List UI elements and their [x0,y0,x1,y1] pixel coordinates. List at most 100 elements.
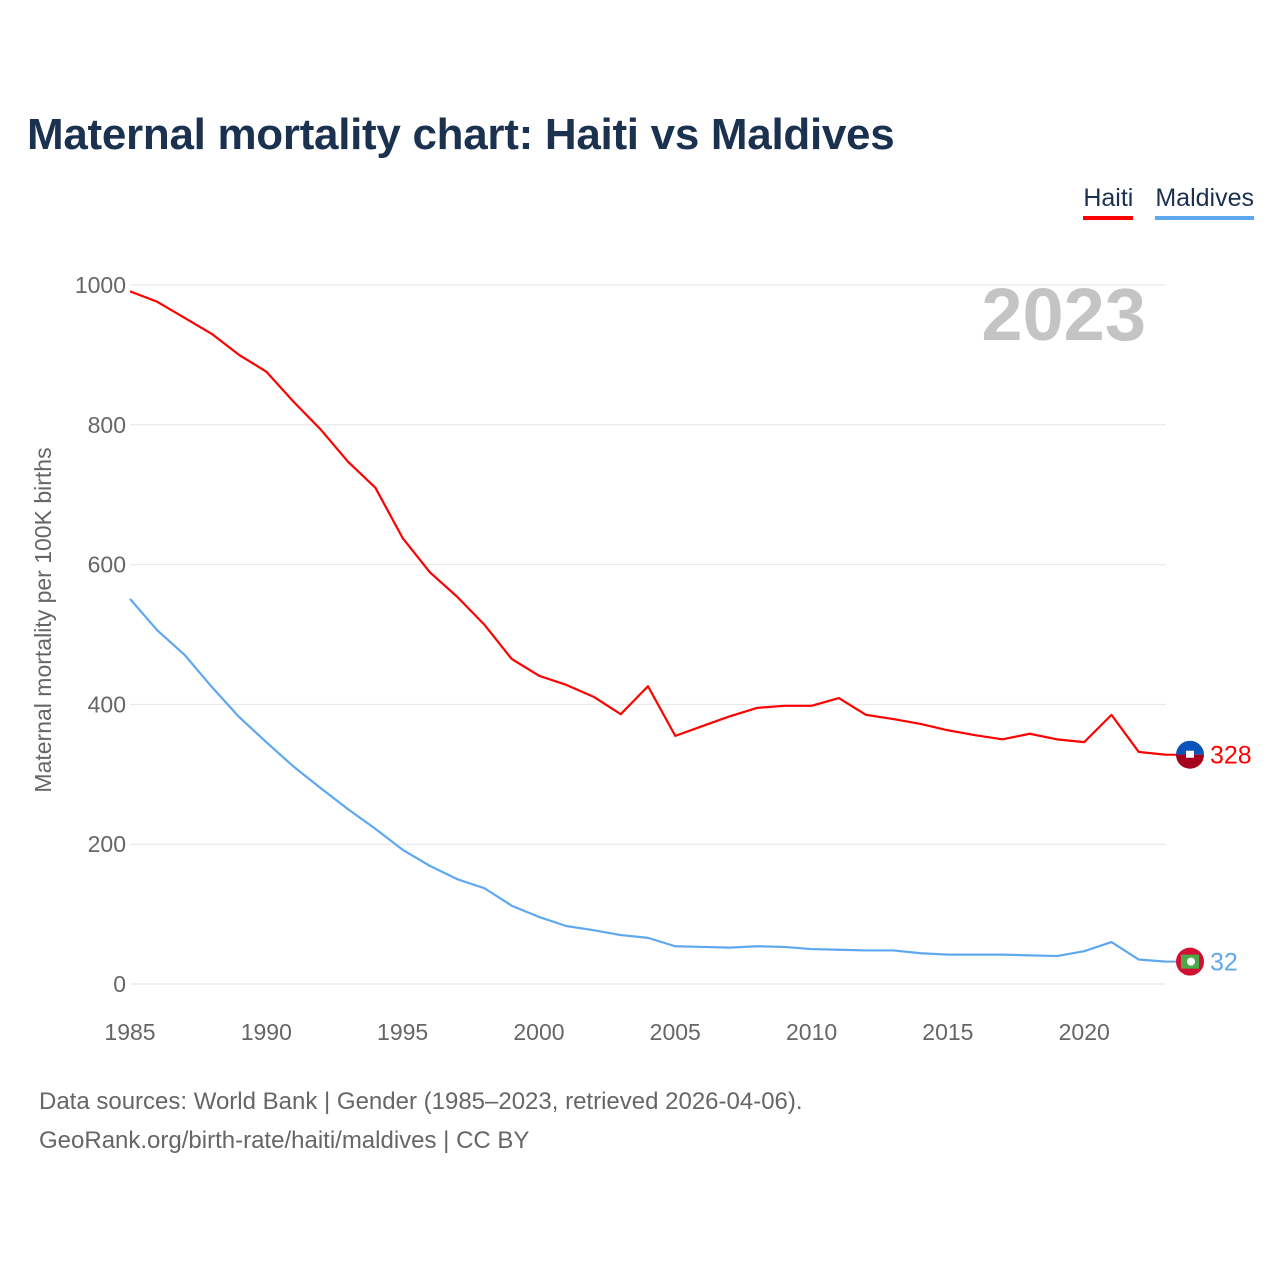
data-point [346,807,350,811]
source-link[interactable]: GeoRank.org/birth-rate/haiti/maldives | … [39,1127,530,1154]
data-point [537,915,541,919]
data-point [837,696,841,700]
y-tick-label: 400 [88,691,126,717]
data-point [755,706,759,710]
data-point [564,924,568,928]
data-point [919,951,923,955]
data-point [891,717,895,721]
series-line-haiti [129,290,1167,756]
data-point [210,332,214,336]
x-tick-label: 1995 [377,1019,428,1045]
data-point [919,722,923,726]
data-point [973,953,977,957]
data-point [428,570,432,574]
data-point [292,400,296,404]
data-point [673,734,677,738]
data-point [1028,953,1032,957]
data-point [210,685,214,689]
y-axis-label: Maternal mortality per 100K births [30,447,56,792]
data-point [782,704,786,708]
data-point [482,886,486,890]
data-point [155,628,159,632]
haiti-flag-icon-lower [1176,754,1204,769]
series-line-maldives [129,598,1167,963]
data-point [482,623,486,627]
data-point [537,674,541,678]
data-point [810,704,814,708]
data-point [264,740,268,744]
data-point [728,714,732,718]
data-point [837,948,841,952]
data-point [292,765,296,769]
data-point [755,944,759,948]
data-point [891,948,895,952]
data-point [455,595,459,599]
data-point [128,289,132,293]
data-point [1109,940,1113,944]
chart-title: Maternal mortality chart: Haiti vs Maldi… [27,110,895,159]
legend-item-haiti[interactable]: Haiti [1083,184,1134,220]
end-value-label: 328 [1210,742,1252,770]
x-tick-label: 2000 [513,1019,564,1045]
y-tick-label: 200 [88,831,126,857]
data-point [1055,737,1059,741]
data-point [946,728,950,732]
data-point [1137,750,1141,754]
data-point [401,848,405,852]
data-point [564,683,568,687]
data-point [128,597,132,601]
x-tick-label: 2005 [650,1019,701,1045]
data-point [237,715,241,719]
data-point [619,712,623,716]
data-point [1109,713,1113,717]
data-point [1000,737,1004,741]
legend-item-maldives[interactable]: Maldives [1155,184,1254,220]
data-point [373,827,377,831]
data-point [237,353,241,357]
data-point [1055,954,1059,958]
x-tick-label: 2010 [786,1019,837,1045]
y-tick-label: 600 [88,552,126,578]
end-value-label: 32 [1210,949,1238,977]
data-point [646,936,650,940]
data-point [646,684,650,688]
data-point [810,947,814,951]
data-point [183,653,187,657]
x-tick-label: 1985 [104,1019,155,1045]
maldives-flag-crescent [1187,957,1195,966]
x-tick-label: 2020 [1059,1019,1110,1045]
x-tick-label: 1990 [241,1019,292,1045]
data-point [1137,958,1141,962]
data-point [728,946,732,950]
data-point [155,300,159,304]
data-point [319,786,323,790]
data-point [401,536,405,540]
data-point [701,945,705,949]
data-point [673,944,677,948]
x-tick-label: 2015 [922,1019,973,1045]
data-point [1028,732,1032,736]
data-point [510,904,514,908]
year-watermark: 2023 [981,273,1146,356]
data-point [319,428,323,432]
data-point [373,486,377,490]
data-point [864,713,868,717]
data-point [455,877,459,881]
data-point [973,733,977,737]
y-tick-label: 0 [113,971,126,997]
data-point [864,948,868,952]
data-point [619,933,623,937]
source-line: Data sources: World Bank | Gender (1985–… [39,1088,803,1115]
haiti-flag-emblem [1186,750,1194,758]
haiti-flag-icon [1176,740,1204,755]
data-point [946,953,950,957]
data-point [591,928,595,932]
data-point [510,657,514,661]
y-tick-label: 1000 [75,272,126,298]
legend: Haiti Maldives [1083,184,1254,220]
data-point [1000,953,1004,957]
data-point [428,864,432,868]
data-point [264,370,268,374]
data-point [346,460,350,464]
